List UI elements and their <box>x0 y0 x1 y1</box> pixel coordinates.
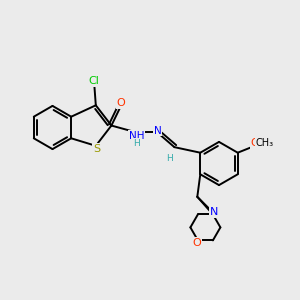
Text: H: H <box>133 139 140 148</box>
Text: CH₃: CH₃ <box>256 138 274 148</box>
Text: N: N <box>154 126 161 136</box>
Text: NH: NH <box>129 131 144 141</box>
Text: O: O <box>192 238 201 248</box>
Text: N: N <box>210 206 218 216</box>
Text: Cl: Cl <box>89 76 100 86</box>
Text: O: O <box>251 138 260 148</box>
Text: S: S <box>93 144 100 154</box>
Text: N: N <box>210 207 219 217</box>
Text: O: O <box>117 98 125 108</box>
Text: H: H <box>166 154 172 163</box>
